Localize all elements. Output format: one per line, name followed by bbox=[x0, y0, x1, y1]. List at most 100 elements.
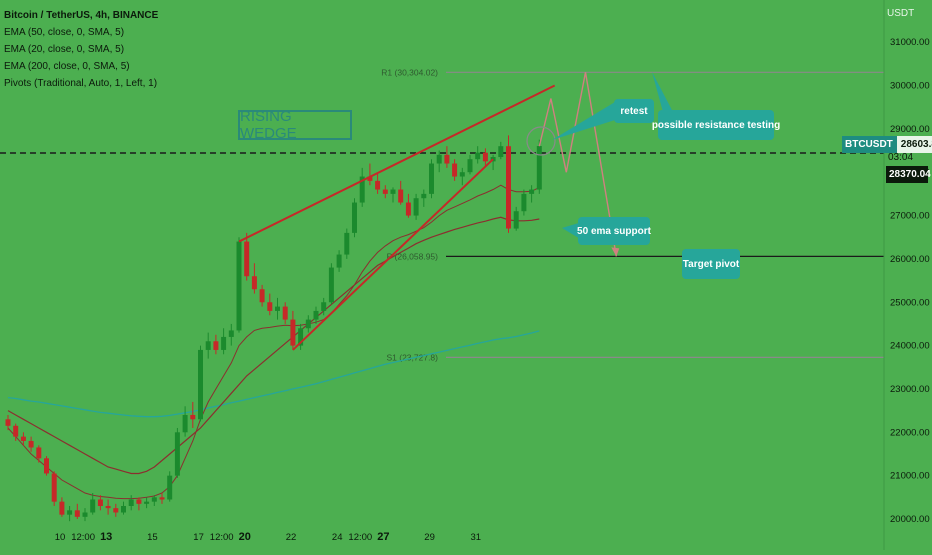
candle-body-41 bbox=[321, 302, 327, 311]
candle-body-38 bbox=[298, 328, 304, 346]
x-tick-label-6: 20 bbox=[239, 531, 251, 543]
currency-label: USDT bbox=[887, 8, 915, 19]
x-tick-label-9: 12:00 bbox=[348, 532, 372, 543]
candle-body-52 bbox=[405, 202, 411, 216]
candle-body-35 bbox=[275, 306, 280, 311]
candle-body-1 bbox=[13, 425, 19, 437]
retest-callout[interactable]: retest bbox=[614, 99, 654, 123]
candle-body-62 bbox=[482, 152, 488, 162]
y-tick-label-4: 24000.00 bbox=[890, 341, 930, 352]
candle-body-16 bbox=[128, 499, 134, 506]
candle-body-55 bbox=[429, 163, 434, 194]
candle-body-42 bbox=[328, 267, 334, 303]
candle-body-21 bbox=[167, 475, 173, 500]
candle-body-61 bbox=[475, 152, 481, 160]
candle-body-67 bbox=[521, 193, 527, 212]
pivot-level-label-0: R1 (30,304.02) bbox=[381, 67, 438, 77]
ema50-line bbox=[7, 216, 540, 475]
candle-body-25 bbox=[198, 349, 203, 420]
y-tick-label-0: 20000.00 bbox=[890, 514, 930, 525]
candle-body-51 bbox=[398, 189, 404, 203]
candle-body-13 bbox=[105, 505, 111, 509]
candle-body-59 bbox=[459, 172, 465, 177]
candle-body-8 bbox=[67, 510, 73, 515]
y-tick-label-10: 30000.00 bbox=[890, 81, 930, 92]
candle-body-20 bbox=[159, 497, 165, 500]
y-tick-label-7: 27000.00 bbox=[890, 211, 930, 222]
last-price-value: 28603.81 bbox=[896, 136, 932, 153]
candle-body-9 bbox=[74, 510, 80, 517]
y-tick-label-6: 26000.00 bbox=[890, 254, 930, 265]
indicator-pivots[interactable]: Pivots (Traditional, Auto, 1, Left, 1) bbox=[4, 78, 158, 89]
candle-body-47 bbox=[367, 176, 373, 181]
symbol-title[interactable]: Bitcoin / TetherUS, 4h, BINANCE bbox=[4, 10, 159, 21]
candle-body-65 bbox=[506, 146, 511, 229]
candle-body-33 bbox=[259, 289, 265, 303]
candle-body-56 bbox=[436, 154, 442, 164]
bar-countdown: 03:04 bbox=[888, 152, 914, 163]
candle-body-2 bbox=[20, 436, 26, 441]
retest-circle bbox=[526, 126, 556, 156]
candle-body-27 bbox=[213, 341, 219, 350]
y-tick-label-2: 22000.00 bbox=[890, 427, 930, 438]
y-tick-label-3: 23000.00 bbox=[890, 384, 930, 395]
candle-body-66 bbox=[513, 211, 519, 229]
candle-body-30 bbox=[236, 241, 242, 331]
candle-body-68 bbox=[529, 189, 535, 194]
candle-body-32 bbox=[251, 276, 257, 290]
candle-body-7 bbox=[59, 501, 65, 515]
ticker-label: BTCUSDT bbox=[842, 136, 897, 153]
candle-body-12 bbox=[97, 499, 103, 506]
x-tick-label-4: 17 bbox=[193, 532, 204, 543]
x-tick-label-2: 13 bbox=[100, 531, 112, 543]
candle-body-34 bbox=[267, 302, 273, 311]
candle-body-11 bbox=[90, 499, 96, 513]
x-tick-label-1: 12:00 bbox=[71, 532, 95, 543]
candle-body-6 bbox=[51, 473, 57, 502]
candle-body-58 bbox=[452, 163, 458, 177]
candle-body-28 bbox=[221, 336, 227, 350]
candle-body-36 bbox=[282, 306, 288, 320]
candle-body-18 bbox=[144, 501, 150, 504]
x-tick-label-5: 12:00 bbox=[210, 532, 234, 543]
candle-body-54 bbox=[421, 193, 427, 199]
x-tick-label-8: 24 bbox=[332, 532, 343, 543]
x-tick-label-11: 29 bbox=[424, 532, 435, 543]
candle-body-29 bbox=[228, 330, 234, 337]
x-tick-label-7: 22 bbox=[286, 532, 297, 543]
candle-body-19 bbox=[151, 497, 157, 502]
target-callout[interactable]: Target pivot bbox=[682, 249, 740, 279]
candle-body-0 bbox=[5, 419, 11, 426]
indicator-ema-200[interactable]: EMA (200, close, 0, SMA, 5) bbox=[4, 61, 130, 72]
candle-body-37 bbox=[290, 319, 296, 346]
candle-body-60 bbox=[467, 159, 473, 173]
candle-body-3 bbox=[28, 440, 34, 448]
y-tick-label-1: 21000.00 bbox=[890, 471, 930, 482]
candle-body-46 bbox=[359, 176, 365, 203]
wedge-lower-line bbox=[292, 158, 494, 351]
wedge-upper-line bbox=[238, 84, 556, 243]
candle-body-48 bbox=[375, 180, 381, 190]
candle-body-23 bbox=[182, 414, 188, 433]
candle-body-10 bbox=[82, 512, 88, 517]
x-tick-label-0: 10 bbox=[55, 532, 66, 543]
resistance-callout[interactable]: possible resistance testing bbox=[652, 110, 780, 140]
x-tick-label-3: 15 bbox=[147, 532, 158, 543]
rising-wedge-label: RISING WEDGE bbox=[238, 108, 352, 142]
projection-arrowhead bbox=[611, 247, 620, 257]
candle-body-49 bbox=[382, 189, 388, 194]
candle-body-53 bbox=[413, 198, 419, 216]
y-tick-label-9: 29000.00 bbox=[890, 124, 930, 135]
candle-body-31 bbox=[244, 241, 250, 277]
ema-support-callout[interactable]: 50 ema support bbox=[577, 217, 651, 245]
pivot-level-label-2: S1 (23,727.8) bbox=[386, 352, 438, 362]
indicator-ema-50[interactable]: EMA (50, close, 0, SMA, 5) bbox=[4, 27, 125, 38]
y-tick-label-5: 25000.00 bbox=[890, 297, 930, 308]
candle-body-64 bbox=[498, 146, 504, 158]
candle-body-24 bbox=[190, 414, 196, 420]
indicator-ema-20[interactable]: EMA (20, close, 0, SMA, 5) bbox=[4, 44, 125, 55]
candle-body-26 bbox=[205, 341, 211, 350]
ema20-line bbox=[7, 184, 540, 500]
